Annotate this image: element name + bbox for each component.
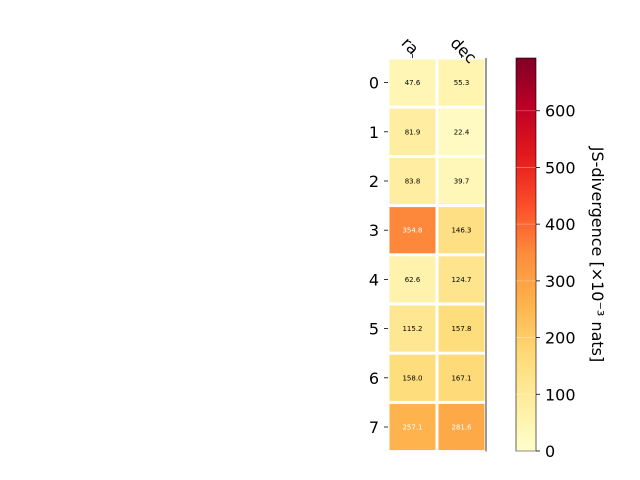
heatmap-cell — [438, 305, 485, 352]
cell-value-label: 83.8 — [405, 178, 421, 186]
cell-value-label: 257.1 — [402, 424, 422, 432]
cell-value-label: 158.0 — [402, 374, 422, 382]
row-tick-label: 2 — [369, 172, 379, 191]
cell-value-label: 39.7 — [454, 178, 470, 186]
cell-value-label: 81.9 — [405, 128, 421, 136]
colorbar: 0 100 200 300 400 500 600 JS-divergence [×10⁻³ … — [515, 57, 607, 461]
heatmap-cell — [438, 256, 485, 303]
colorbar-frame — [515, 57, 537, 452]
colorbar-label: JS-divergence [×10⁻³ nats] — [588, 146, 607, 362]
cell-value-label: 22.4 — [454, 128, 470, 136]
heatmap-cell — [389, 403, 436, 451]
row-tick-label: 7 — [369, 418, 379, 437]
heatmap-cell — [438, 403, 485, 451]
row-tick-label: 0 — [369, 74, 379, 93]
cell-value-label: 115.2 — [402, 325, 422, 333]
colorbar-tick-label: 0 — [545, 442, 555, 461]
cell-value-label: 55.3 — [454, 79, 470, 87]
heatmap-cell — [438, 108, 485, 155]
heatmap-cell — [389, 305, 436, 352]
heatmap-cell — [438, 157, 485, 205]
heatmap-cell — [438, 207, 485, 254]
row-tick-label: 3 — [369, 221, 379, 240]
colorbar-tick-label: 400 — [545, 215, 576, 234]
cell-value-label: 62.6 — [405, 276, 421, 284]
cell-value-label: 281.6 — [451, 424, 472, 432]
row-tick-label: 4 — [369, 270, 379, 289]
colorbar-tick-label: 100 — [545, 385, 576, 404]
colorbar-tick-label: 200 — [545, 329, 576, 348]
row-tick-label: 1 — [369, 123, 379, 142]
heatmap-cell — [389, 59, 436, 106]
column-tick-label: ra — [398, 33, 423, 58]
colorbar-tick-label: 300 — [545, 272, 576, 291]
cell-value-label: 124.7 — [451, 276, 471, 284]
heatmap-cell — [389, 157, 436, 205]
heatmap-cell — [438, 59, 485, 106]
heatmap-cell — [389, 207, 436, 254]
colorbar-gradient — [516, 58, 536, 451]
cell-value-label: 47.6 — [405, 79, 421, 87]
row-tick-label: 6 — [369, 369, 379, 388]
heatmap-cell — [389, 354, 436, 401]
colorbar-tick-label: 600 — [545, 102, 576, 121]
cell-value-label: 157.8 — [451, 325, 471, 333]
heatmap-cell — [389, 108, 436, 155]
heatmap-cell — [438, 354, 485, 401]
cell-value-label: 146.3 — [451, 227, 471, 235]
row-tick-label: 5 — [369, 320, 379, 339]
cell-value-label: 167.1 — [451, 374, 471, 382]
cell-value-label: 354.8 — [402, 227, 422, 235]
colorbar-tick-label: 500 — [545, 158, 576, 177]
heatmap-cell — [389, 256, 436, 303]
